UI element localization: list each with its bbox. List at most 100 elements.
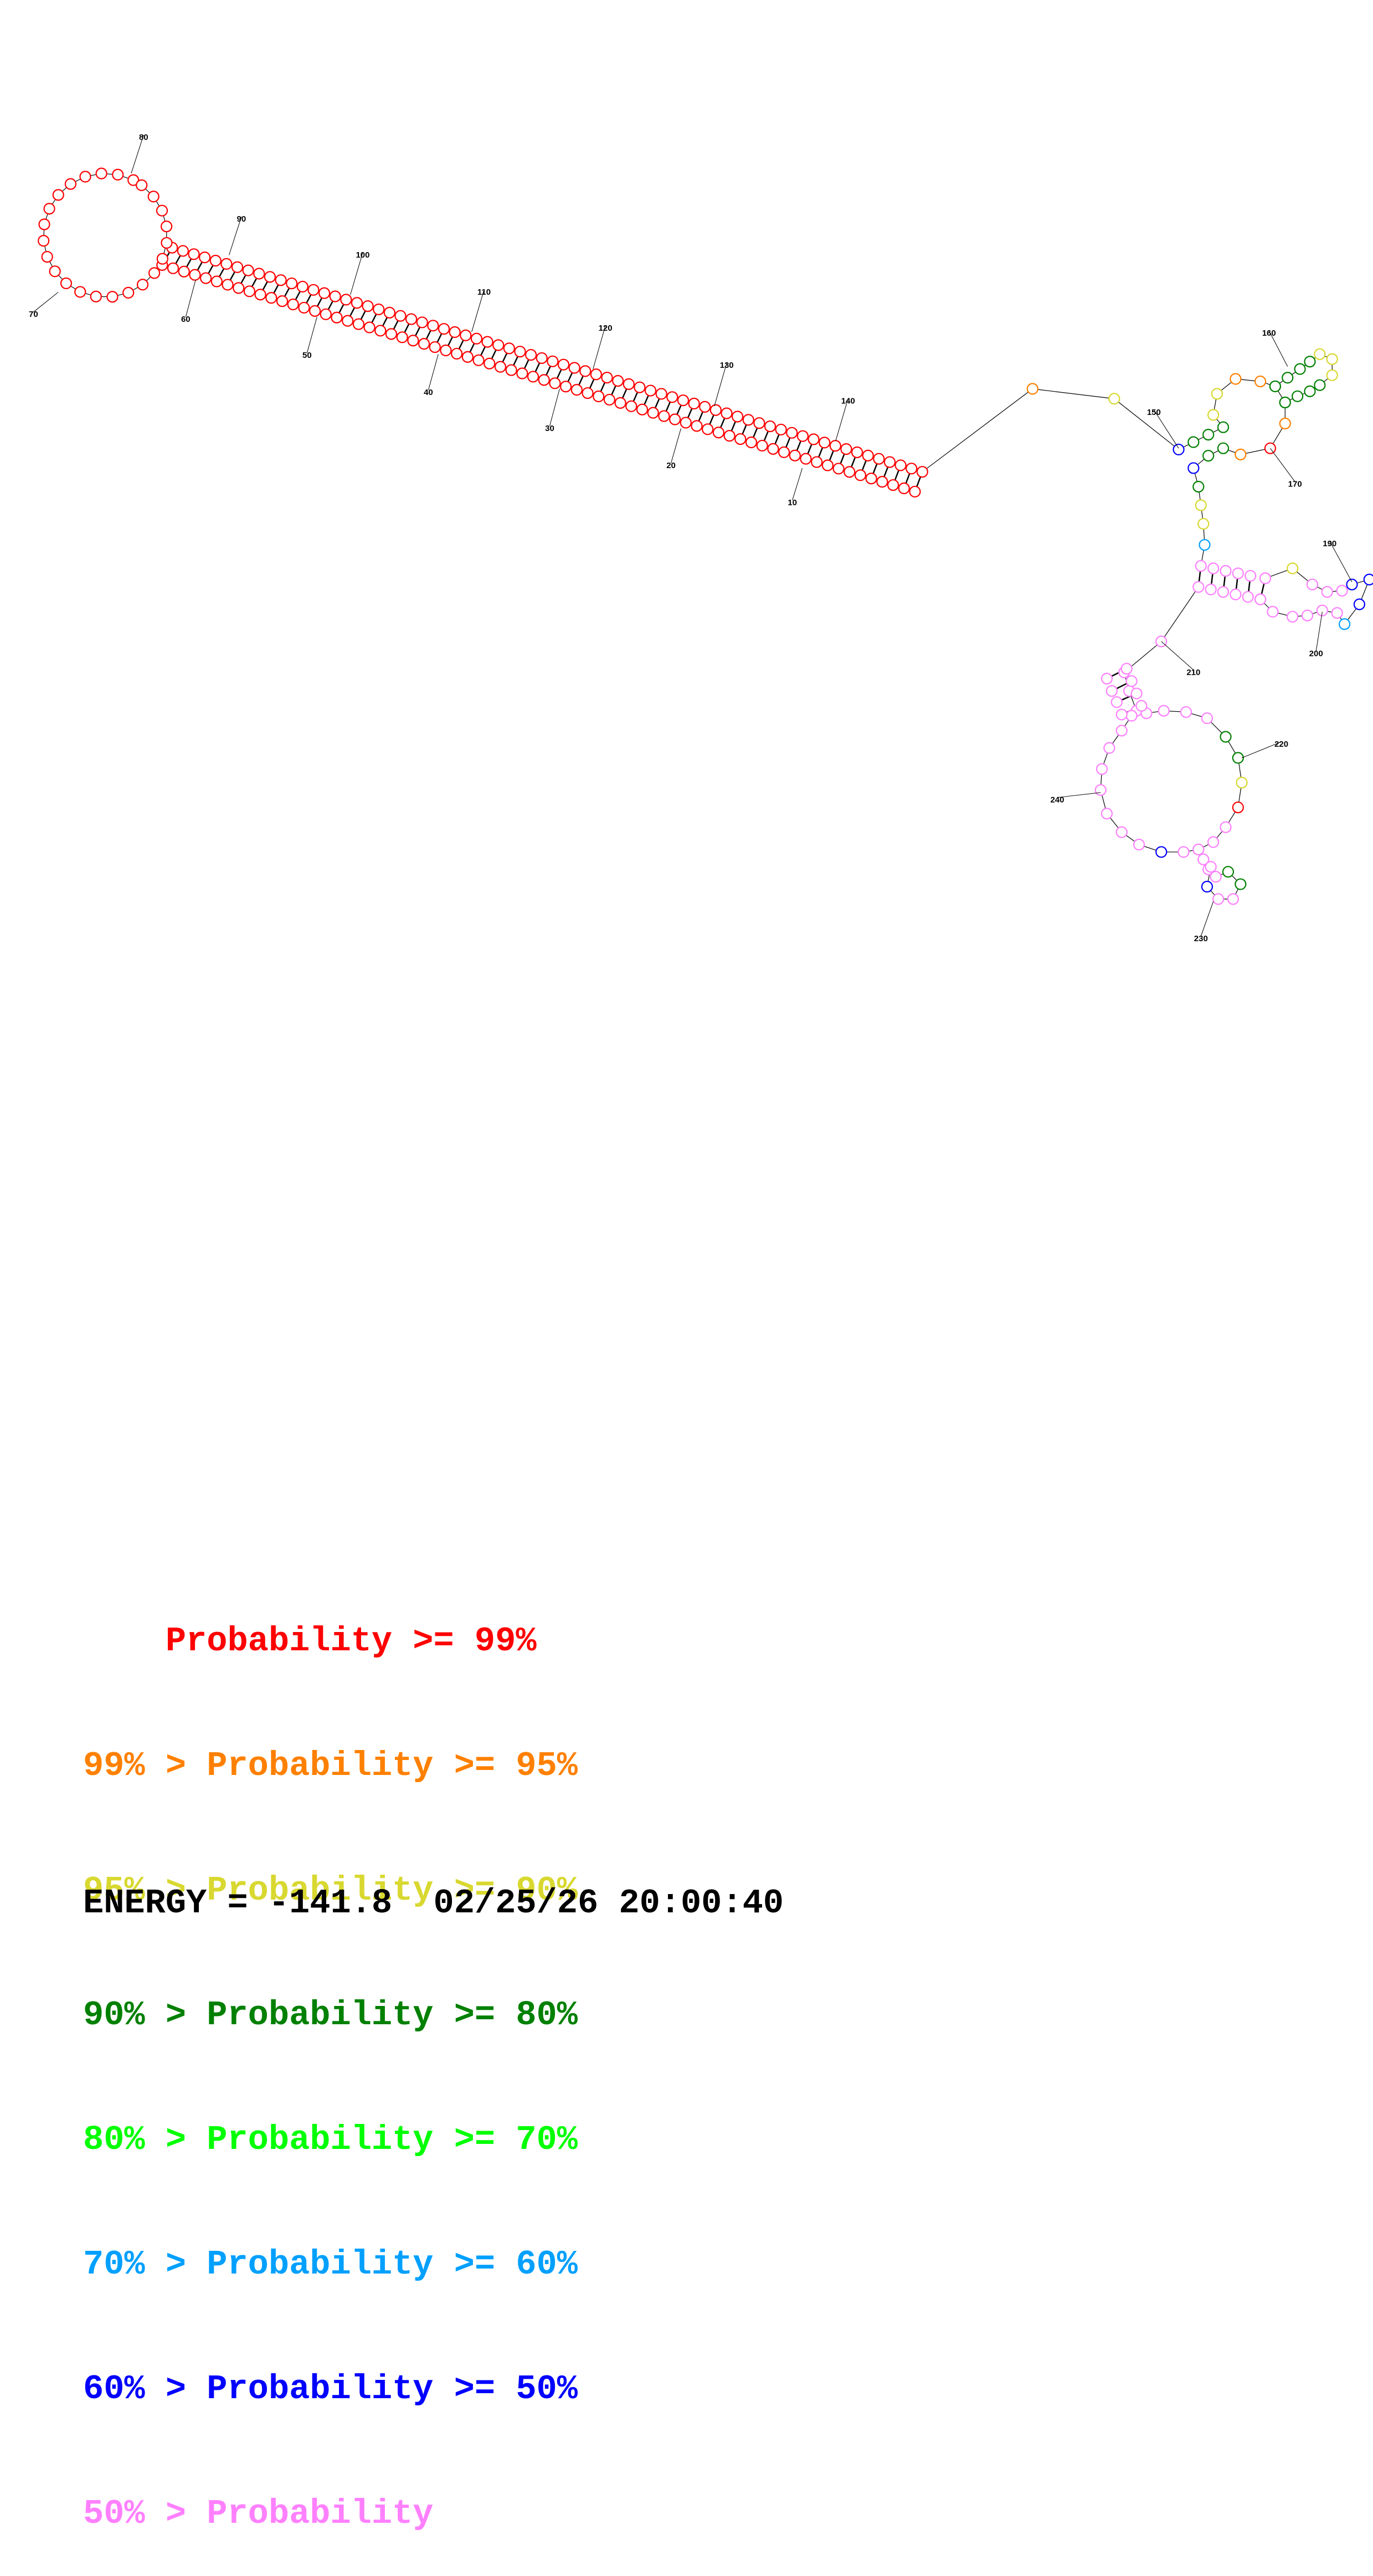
nucleotide-helix	[689, 398, 700, 409]
nucleotide-linker	[1109, 393, 1119, 404]
nucleotide-loop	[1159, 706, 1169, 716]
nucleotide-helix	[743, 414, 754, 425]
nucleotide-helix	[670, 414, 680, 425]
position-label: 120	[599, 324, 613, 333]
nucleotide-helix	[493, 340, 503, 350]
nucleotide-loop	[161, 221, 172, 232]
nucleotide-multiloop	[1218, 422, 1228, 433]
nucleotide-hairpin	[1282, 372, 1293, 383]
label-tick	[307, 317, 317, 353]
nucleotide-helix	[352, 297, 362, 308]
nucleotide-loop	[1233, 753, 1243, 763]
nucleotide-stem	[1206, 584, 1216, 595]
nucleotide-hairpin	[1304, 356, 1315, 367]
label-tick	[549, 389, 559, 426]
nucleotide-helix	[659, 411, 669, 422]
backbone-segment	[1114, 399, 1179, 450]
nucleotide-hairpin	[1314, 349, 1325, 360]
nucleotide-loop	[1208, 837, 1218, 848]
nucleotide-hairpin	[1193, 844, 1204, 855]
nucleotide-multiloop	[1280, 418, 1290, 429]
nucleotide-hairpin	[1270, 381, 1281, 392]
legend-prefix: 90% >	[83, 1995, 207, 2035]
nucleotide-loop	[157, 206, 167, 216]
nucleotide-helix	[460, 330, 471, 341]
nucleotide-helix	[450, 327, 460, 337]
nucleotide	[1117, 709, 1127, 720]
nucleotide-hairpin	[1327, 370, 1338, 381]
position-label: 170	[1288, 479, 1302, 489]
nucleotide	[1112, 697, 1122, 707]
backbone-segment	[922, 389, 1032, 472]
nucleotide-helix	[321, 309, 331, 320]
nucleotide	[1107, 686, 1117, 696]
nucleotide-helix	[417, 317, 428, 327]
label-tick	[671, 428, 681, 463]
nucleotide-helix	[852, 447, 862, 458]
nucleotide-helix	[255, 289, 266, 300]
nucleotide-helix	[700, 402, 710, 412]
legend-prefix: 80% >	[83, 2120, 207, 2159]
label-tick	[186, 280, 196, 317]
nucleotide-helix	[178, 245, 188, 256]
position-label: 220	[1274, 740, 1288, 749]
nucleotide-multiloop	[1188, 463, 1199, 473]
nucleotide-helix	[613, 376, 623, 386]
legend-row-70: 80% > Probability >= 70%	[83, 2119, 578, 2161]
nucleotide-helix	[844, 466, 855, 477]
nucleotide	[1136, 701, 1146, 711]
legend-prefix: 50% >	[83, 2494, 207, 2533]
nucleotide-helix	[233, 283, 244, 293]
nucleotide-helix	[572, 384, 582, 395]
nucleotide-helix	[439, 324, 449, 334]
nucleotide-arm	[1337, 586, 1348, 596]
nucleotide-helix	[909, 486, 920, 497]
nucleotide-loop	[157, 254, 168, 264]
position-label: 150	[1147, 408, 1161, 417]
nucleotide-stem	[1245, 571, 1256, 581]
nucleotide-helix	[547, 356, 558, 367]
legend-text: Probability >= 70%	[207, 2120, 578, 2159]
nucleotide-loop	[1127, 711, 1137, 721]
nucleotide-loop	[161, 238, 172, 248]
nucleotide-helix	[341, 294, 351, 305]
nucleotide-helix	[221, 259, 232, 269]
nucleotide-helix	[768, 444, 778, 454]
nucleotide	[1102, 673, 1112, 684]
nucleotide-helix	[724, 430, 735, 441]
nucleotide-helix	[342, 316, 353, 326]
position-label: 160	[1262, 329, 1276, 338]
nucleotide-arm	[1267, 607, 1278, 617]
nucleotide-loop	[50, 266, 60, 276]
nucleotide-multiloop	[1208, 409, 1218, 420]
position-label: 240	[1050, 796, 1064, 805]
nucleotide-loop	[1134, 839, 1144, 850]
nucleotide-helix	[800, 454, 811, 464]
nucleotide-stem	[1233, 568, 1243, 578]
nucleotide-loop	[1220, 732, 1231, 742]
nucleotide-helix	[408, 335, 418, 346]
nucleotide-arm	[1364, 574, 1373, 585]
nucleotide-helix	[873, 454, 884, 464]
nucleotide-helix	[798, 431, 808, 442]
nucleotide-loop	[1097, 764, 1107, 774]
nucleotide-helix	[765, 421, 775, 432]
nucleotide-loop	[42, 252, 53, 262]
nucleotide-helix	[863, 450, 873, 461]
nucleotide-helix	[834, 463, 844, 474]
legend-text: Probability >= 99%	[166, 1621, 537, 1661]
nucleotide-loop	[1117, 827, 1127, 838]
nucleotide-hairpin	[1314, 380, 1325, 391]
nucleotide-helix	[265, 271, 275, 282]
nucleotide-helix	[482, 337, 493, 347]
nucleotide-helix	[212, 276, 222, 287]
nucleotide-helix	[474, 355, 484, 366]
backbone-segment	[1161, 587, 1199, 642]
nucleotide-helix	[809, 434, 819, 445]
nucleotide-helix	[626, 401, 636, 412]
nucleotide-multiloop	[1255, 376, 1266, 387]
nucleotide-hairpin	[1206, 861, 1216, 872]
nucleotide-helix	[384, 307, 395, 318]
nucleotide-helix	[243, 265, 254, 276]
nucleotide-hairpin	[1295, 364, 1305, 374]
